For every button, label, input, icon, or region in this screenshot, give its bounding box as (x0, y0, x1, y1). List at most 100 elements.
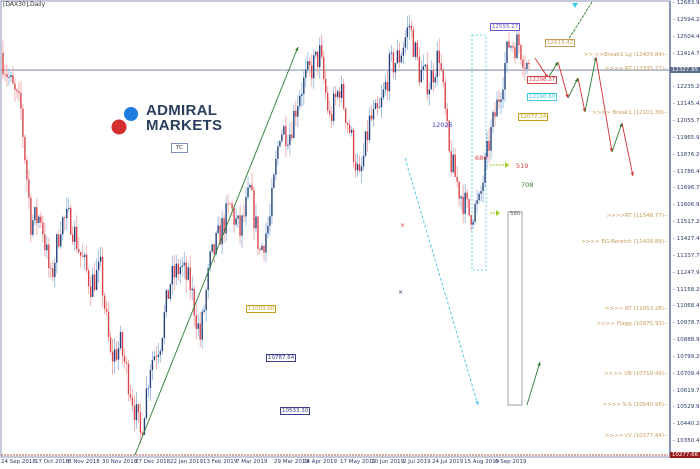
candle-body (235, 218, 237, 225)
candle-body (396, 50, 399, 64)
candle-body (24, 136, 26, 161)
low-price-label: 10277.66 (670, 452, 700, 458)
candle-body (484, 157, 486, 183)
signal-arrow-icon (505, 162, 509, 168)
candle-body (376, 103, 379, 108)
candle-body (472, 221, 474, 225)
candle-body (384, 81, 387, 90)
candle-body (20, 92, 22, 109)
candle-body (416, 42, 419, 58)
price-tick: - 11517.20 (673, 219, 700, 226)
candle-body (68, 207, 70, 209)
price-tick: - 11158.20 (673, 286, 700, 293)
count-label: 708 (521, 181, 534, 189)
candle-body (374, 103, 377, 110)
plot-border (0, 0, 671, 458)
candle-body (330, 114, 333, 121)
candle-body (12, 75, 14, 84)
candle-body (151, 360, 154, 371)
date-tick: 30 Nov 2018 (102, 459, 138, 465)
candle-body (179, 266, 181, 275)
candle-body (283, 126, 285, 135)
candle-body (307, 61, 309, 70)
candle-body (528, 62, 530, 65)
cyan-projection-arrow-head (475, 401, 479, 405)
candle-body (502, 89, 504, 100)
candle-body (70, 207, 72, 235)
candle-body (249, 185, 251, 188)
candle-body (81, 255, 84, 257)
candle-body (504, 62, 506, 90)
date-tick: 17 Oct 2018 (35, 459, 70, 465)
candle-body (498, 99, 500, 103)
candle-body (259, 248, 261, 250)
candle-body (54, 262, 56, 278)
candle-body (342, 83, 345, 109)
candle-body (197, 323, 199, 329)
candle-body (149, 370, 152, 388)
date-tick: 27 Dec 2018 (135, 459, 171, 465)
level-annotation: >>>> Break1 (12101.30)-- (592, 109, 668, 116)
candle-body (406, 27, 409, 38)
candle-body (428, 89, 430, 95)
candle-body (48, 244, 50, 269)
candle-body (410, 25, 413, 30)
date-tick: 17 May 2019 (340, 459, 376, 465)
candle-body (299, 95, 301, 107)
candle-body (36, 207, 38, 223)
price-tick: - 11068.45 (673, 303, 700, 310)
candle-body (95, 270, 98, 290)
candle-body (444, 82, 446, 109)
candle-body (30, 197, 32, 235)
trend-line (564, 1, 593, 46)
range-box (471, 34, 487, 271)
level-annotation: >>>> EG-Bereich (11409.89)-- (581, 239, 668, 246)
candle-body (386, 81, 389, 92)
candle-body (139, 412, 142, 433)
price-tick: - 10619.70 (673, 387, 700, 394)
candle-body (356, 164, 359, 171)
candle-body (434, 77, 436, 83)
candle-body (89, 286, 92, 297)
candle-body (480, 190, 482, 194)
candle-body (121, 332, 124, 356)
price-tick: - 11427.45 (673, 236, 700, 242)
price-tick: - 10888.95 (673, 337, 700, 344)
candle-body (476, 200, 478, 204)
candle-body (165, 290, 168, 313)
candle-body (50, 268, 52, 269)
price-tick: - 12683.95 (673, 0, 700, 7)
candle-body (52, 268, 54, 278)
candle-body (64, 217, 66, 219)
candle-body (225, 203, 227, 234)
price-tick: - 11337.70 (673, 252, 700, 259)
price-tick: - 11247.95 (673, 269, 700, 276)
projection-box (507, 211, 523, 406)
candle-body (494, 112, 496, 117)
candle-body (167, 290, 170, 299)
tc-badge[interactable]: TC (171, 143, 188, 153)
candle-body (514, 47, 516, 59)
candle-body (297, 106, 299, 117)
candle-body (177, 263, 179, 275)
up-arrow-head (537, 362, 541, 366)
up-arrow (567, 77, 579, 99)
trend-arrow (134, 46, 299, 456)
price-tick: - 11696.70 (673, 185, 700, 192)
candle-body (468, 199, 470, 216)
price-tick: - 12235.20 (673, 84, 700, 91)
candle-body (129, 394, 132, 398)
candle-body (305, 69, 307, 78)
candle-body (348, 124, 351, 133)
candle-body (492, 112, 494, 128)
candle-body (157, 354, 160, 357)
candle-body (460, 196, 462, 199)
up-arrow (526, 361, 541, 406)
up-arrow-head (554, 62, 558, 66)
candle-body (199, 323, 201, 340)
candle-body (466, 192, 468, 200)
price-label-box: 12613.42 (545, 39, 576, 48)
candle-body (478, 193, 480, 201)
